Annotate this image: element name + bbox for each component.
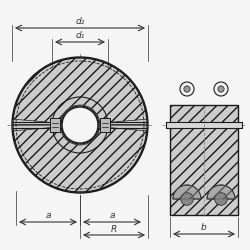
Bar [166, 122, 242, 128]
Text: R: R [111, 224, 117, 234]
Circle shape [184, 86, 190, 92]
Bar [170, 105, 238, 215]
Circle shape [214, 82, 228, 96]
Bar [50, 118, 60, 132]
Text: d₁: d₁ [75, 32, 85, 40]
Wedge shape [13, 58, 147, 125]
Text: b: b [201, 224, 207, 232]
Text: a: a [109, 212, 115, 220]
Circle shape [62, 107, 98, 143]
Wedge shape [13, 125, 147, 192]
Circle shape [215, 193, 227, 205]
Bar [100, 118, 110, 132]
Text: a: a [45, 212, 51, 220]
Circle shape [218, 86, 224, 92]
Text: d₂: d₂ [75, 18, 85, 26]
Wedge shape [207, 185, 235, 199]
Circle shape [181, 193, 193, 205]
Circle shape [180, 82, 194, 96]
Wedge shape [173, 185, 201, 199]
Bar [170, 105, 238, 215]
